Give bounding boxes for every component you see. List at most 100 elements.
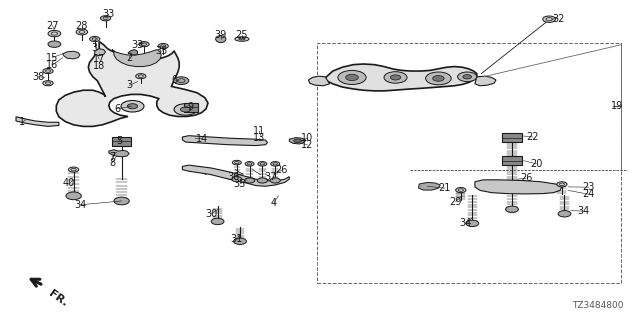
PathPatch shape: [56, 42, 208, 126]
Circle shape: [557, 182, 567, 187]
Text: 30: 30: [205, 209, 218, 219]
Circle shape: [506, 206, 518, 212]
PathPatch shape: [475, 180, 562, 194]
Text: 26: 26: [275, 165, 288, 175]
Text: 32: 32: [552, 13, 564, 24]
Circle shape: [121, 100, 144, 112]
Text: 31: 31: [230, 234, 243, 244]
Text: 27: 27: [46, 20, 59, 31]
Circle shape: [43, 68, 53, 74]
Circle shape: [180, 107, 191, 112]
Text: 3: 3: [92, 43, 98, 53]
PathPatch shape: [475, 76, 496, 86]
Circle shape: [136, 74, 146, 79]
PathPatch shape: [112, 50, 161, 67]
Text: 11: 11: [253, 126, 266, 136]
PathPatch shape: [325, 64, 477, 91]
Text: 5: 5: [116, 136, 123, 146]
PathPatch shape: [16, 117, 59, 126]
Text: TZ3484800: TZ3484800: [573, 301, 624, 310]
Text: 3: 3: [126, 80, 132, 91]
PathPatch shape: [128, 50, 138, 55]
PathPatch shape: [289, 138, 306, 144]
Circle shape: [114, 197, 129, 205]
Text: 12: 12: [301, 140, 314, 150]
Circle shape: [257, 178, 268, 183]
Circle shape: [338, 70, 366, 84]
Circle shape: [100, 16, 111, 21]
Circle shape: [232, 160, 241, 165]
Text: 17: 17: [93, 54, 106, 64]
Text: 6: 6: [172, 75, 178, 85]
Circle shape: [211, 218, 224, 225]
Bar: [112, 137, 131, 146]
Text: 29: 29: [449, 196, 462, 207]
Circle shape: [48, 30, 61, 37]
Text: 34: 34: [460, 218, 472, 228]
Circle shape: [558, 211, 571, 217]
Text: 39: 39: [214, 30, 227, 40]
Circle shape: [271, 162, 280, 166]
Text: FR.: FR.: [47, 288, 69, 308]
Circle shape: [173, 77, 189, 84]
Circle shape: [158, 44, 168, 49]
PathPatch shape: [182, 165, 289, 186]
Circle shape: [258, 162, 267, 166]
Circle shape: [66, 192, 81, 200]
Text: 2: 2: [126, 53, 132, 63]
Text: 20: 20: [530, 159, 543, 169]
Text: 4: 4: [271, 197, 277, 208]
Circle shape: [270, 178, 280, 183]
Text: 14: 14: [196, 133, 209, 144]
Text: 28: 28: [76, 20, 88, 31]
Text: 24: 24: [582, 189, 595, 199]
PathPatch shape: [63, 51, 80, 59]
Ellipse shape: [239, 38, 245, 40]
Circle shape: [463, 75, 472, 79]
Text: 22: 22: [526, 132, 539, 142]
Circle shape: [90, 36, 100, 42]
Circle shape: [466, 220, 479, 227]
Text: 33: 33: [156, 46, 168, 56]
Bar: [502, 133, 522, 142]
Bar: [317, 43, 621, 283]
Circle shape: [244, 178, 255, 183]
Text: 36: 36: [227, 172, 240, 182]
Text: 10: 10: [301, 133, 314, 143]
Text: 34: 34: [74, 200, 86, 210]
Text: 34: 34: [577, 206, 590, 216]
Text: 18: 18: [93, 61, 106, 71]
Text: 21: 21: [438, 183, 451, 193]
Circle shape: [48, 41, 61, 47]
Circle shape: [456, 188, 466, 193]
Circle shape: [43, 81, 53, 86]
Ellipse shape: [216, 36, 226, 43]
Circle shape: [426, 72, 451, 85]
Text: 13: 13: [253, 133, 266, 143]
Bar: [184, 103, 198, 112]
Circle shape: [68, 167, 79, 172]
Text: 38: 38: [32, 72, 45, 82]
Circle shape: [346, 74, 358, 81]
Text: 35: 35: [234, 179, 246, 189]
Text: 7: 7: [109, 152, 115, 162]
Text: 25: 25: [236, 30, 248, 40]
Text: 16: 16: [46, 60, 59, 70]
Circle shape: [384, 72, 407, 83]
Text: 15: 15: [46, 52, 59, 63]
Bar: [502, 156, 522, 165]
Circle shape: [174, 104, 197, 115]
PathPatch shape: [182, 136, 268, 146]
Circle shape: [76, 29, 88, 35]
Text: 8: 8: [109, 158, 115, 168]
PathPatch shape: [95, 49, 106, 56]
Circle shape: [543, 16, 556, 22]
Text: 26: 26: [520, 173, 532, 183]
Circle shape: [390, 75, 401, 80]
Circle shape: [433, 76, 444, 81]
Text: 19: 19: [611, 101, 623, 111]
Circle shape: [294, 139, 301, 143]
Text: 1: 1: [19, 117, 25, 127]
Text: 33: 33: [102, 9, 115, 20]
Text: 33: 33: [131, 40, 144, 50]
